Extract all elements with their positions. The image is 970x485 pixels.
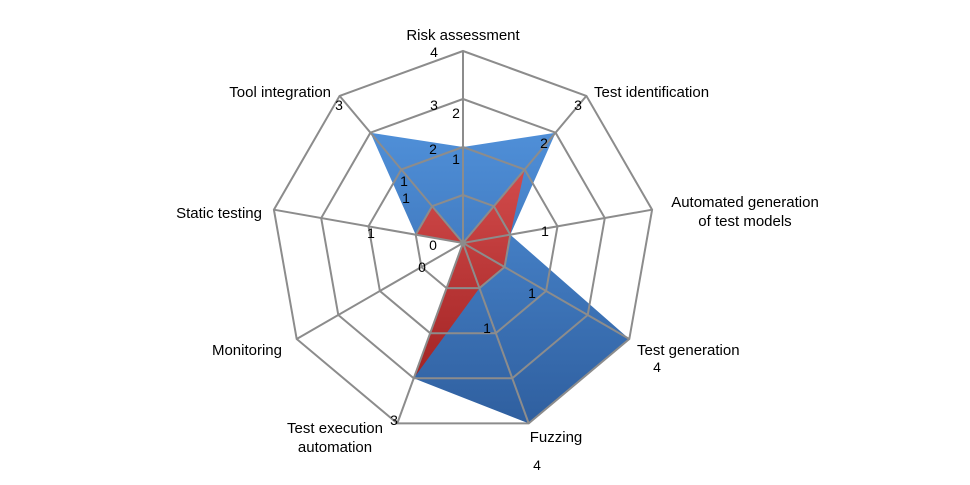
tick-label-axis-5: 1 (483, 320, 491, 336)
tick-label-axis-8: 1 (367, 225, 375, 241)
axis-label-1: Risk assessment (406, 27, 520, 44)
tick-label-axis-9: 1 (402, 190, 410, 206)
spoke-8 (273, 208, 464, 244)
tick-label-axis-1: 4 (430, 44, 438, 60)
axis-label-3: Automated generation of test models (671, 194, 819, 230)
spoke-3 (462, 208, 653, 244)
spoke-6 (396, 242, 464, 424)
tick-label-axis-4: 1 (528, 285, 536, 301)
tick-label-axis-9: 1 (400, 173, 408, 189)
axis-label-4: Test generation (637, 342, 740, 359)
tick-label-axis-5: 4 (533, 457, 541, 473)
grid-ring-1 (414, 193, 512, 290)
grid-ring-2 (367, 145, 559, 335)
tick-label-axis-4: 4 (653, 359, 661, 375)
axis-label-2: Test identification (594, 84, 709, 101)
spoke-4 (462, 242, 630, 340)
spoke-7 (296, 242, 464, 340)
grid-ring-4 (272, 49, 654, 425)
tick-label-axis-2: 3 (574, 97, 582, 113)
axis-label-7: Monitoring (212, 342, 282, 359)
tick-label-axis-9: 3 (335, 97, 343, 113)
tick-label-axis-6: 3 (390, 412, 398, 428)
tick-label-axis-1: 2 (452, 105, 460, 121)
axis-label-9: Tool integration (229, 84, 331, 101)
axis-label-8: Static testing (176, 205, 262, 222)
spoke-5 (462, 242, 530, 424)
axis-label-5: Fuzzing (530, 429, 583, 446)
spoke-2 (462, 95, 588, 244)
label-layer: Risk assessment Test identification Automa… (176, 27, 819, 473)
tick-label-axis-1: 1 (452, 151, 460, 167)
axis-label-6: Test execution automation (287, 420, 383, 456)
grid-ring-3 (320, 97, 606, 380)
series-1-area (370, 132, 630, 424)
series-layer (370, 132, 630, 424)
tick-label-axis-1: 0 (429, 237, 437, 253)
tick-label-axis-9: 2 (429, 141, 437, 157)
grid-layer (272, 49, 654, 425)
tick-label-axis-3: 1 (541, 223, 549, 239)
tick-label-axis-7: 0 (418, 259, 426, 275)
spoke-9 (338, 95, 464, 244)
tick-label-axis-2: 2 (540, 135, 548, 151)
tick-label-axis-1: 3 (430, 97, 438, 113)
series-2-area (413, 169, 525, 379)
